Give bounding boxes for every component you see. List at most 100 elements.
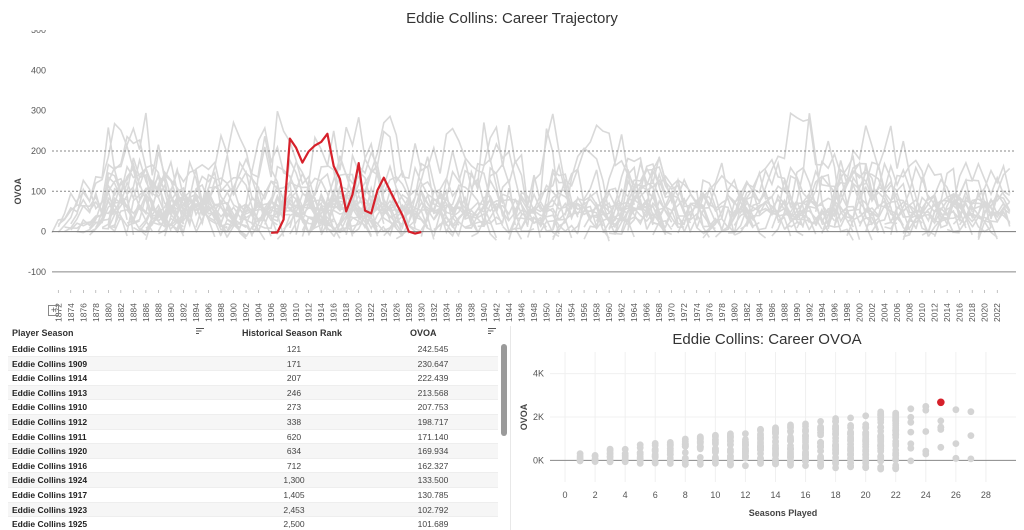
background-trajectory-line xyxy=(946,160,992,229)
expand-axis-icon[interactable]: + xyxy=(48,305,59,316)
player-dot xyxy=(651,451,659,458)
x-tick-label: 1876 xyxy=(78,303,88,322)
x-tick-label: 1922 xyxy=(366,303,376,322)
table-row[interactable]: Eddie Collins 1923 2,453 102.792 xyxy=(8,502,498,518)
player-dot xyxy=(787,454,794,462)
player-dot xyxy=(681,449,689,456)
cell-player-season: Eddie Collins 1915 xyxy=(12,344,88,354)
table-row[interactable]: Eddie Collins 1916 712 162.327 xyxy=(8,459,498,474)
x-tick-label: 1902 xyxy=(241,303,251,322)
x-tick-label: 1878 xyxy=(91,303,101,322)
player-dot xyxy=(862,446,870,453)
table-row[interactable]: Eddie Collins 1914 207 222.439 xyxy=(8,371,498,386)
background-trajectory-line xyxy=(608,156,654,220)
x-tick-label: 1972 xyxy=(679,303,689,322)
x-tick-label: 1894 xyxy=(191,303,201,322)
player-dot xyxy=(907,440,915,448)
table-row[interactable]: Eddie Collins 1924 1,300 133.500 xyxy=(8,473,498,488)
background-trajectory-line xyxy=(539,128,560,207)
background-trajectory-line xyxy=(721,169,804,231)
table-scrollbar[interactable] xyxy=(501,344,507,436)
cell-historical-rank: 2,453 xyxy=(283,504,305,515)
player-dot xyxy=(967,432,975,439)
player-dot xyxy=(862,424,870,432)
cell-player-season: Eddie Collins 1910 xyxy=(12,402,88,413)
sort-icon[interactable] xyxy=(196,327,204,335)
player-dot xyxy=(892,451,900,459)
header-historical-rank[interactable]: Historical Season Rank xyxy=(242,328,343,338)
cell-historical-rank: 1,300 xyxy=(283,475,305,486)
cell-player-season: Eddie Collins 1923 xyxy=(12,504,88,515)
player-dot xyxy=(666,454,674,462)
table-row[interactable]: Eddie Collins 1925 2,500 101.689 xyxy=(8,517,498,530)
x-tick-label: 2022 xyxy=(992,303,1002,322)
background-trajectory-line xyxy=(107,193,135,236)
cell-historical-rank: 620 xyxy=(286,431,302,442)
x-tick-label: 2014 xyxy=(942,303,952,322)
header-ovoa[interactable]: OVOA xyxy=(410,328,437,338)
player-dot xyxy=(772,458,779,465)
player-dot xyxy=(832,415,839,422)
table-row[interactable]: Eddie Collins 1913 246 213.568 xyxy=(8,385,498,401)
player-dot xyxy=(832,444,839,452)
player-dot xyxy=(712,455,719,463)
table-row[interactable]: Eddie Collins 1920 634 169.934 xyxy=(8,444,498,459)
background-trajectory-line xyxy=(902,198,1011,241)
player-dot xyxy=(712,447,719,455)
background-trajectory-line xyxy=(64,201,147,236)
cell-ovoa: 133.500 xyxy=(417,475,449,486)
player-dot xyxy=(817,423,824,431)
x-tick-label: 1928 xyxy=(404,303,414,322)
background-trajectory-line xyxy=(539,168,579,227)
x-tick-label: 1998 xyxy=(842,303,852,322)
table-row[interactable]: Eddie Collins 1917 1,405 130.785 xyxy=(8,488,498,503)
table-row[interactable]: Eddie Collins 1911 620 171.140 xyxy=(8,430,498,445)
background-trajectory-line xyxy=(814,173,836,214)
player-dot xyxy=(922,403,930,410)
cell-historical-rank: 712 xyxy=(286,460,302,471)
player-dot xyxy=(742,430,749,438)
x-tick-label: 1940 xyxy=(479,303,489,322)
x-tick-label: 1884 xyxy=(128,303,138,322)
x-tick-label: 1980 xyxy=(729,303,739,322)
y-tick-label: 4K xyxy=(533,369,544,379)
x-tick-label: 1906 xyxy=(266,303,276,322)
cell-ovoa: 207.753 xyxy=(417,402,449,413)
y-tick-label: 0 xyxy=(41,227,46,237)
header-player-season[interactable]: Player Season xyxy=(12,328,74,338)
cell-historical-rank: 246 xyxy=(286,387,302,398)
player-dot xyxy=(952,440,960,447)
table-row[interactable]: Eddie Collins 1909 171 230.647 xyxy=(8,356,498,372)
x-tick-label: 2002 xyxy=(867,303,877,322)
x-tick-label: 24 xyxy=(921,490,931,500)
x-tick-label: 1948 xyxy=(529,303,539,322)
x-tick-label: 18 xyxy=(831,490,841,500)
player-dot xyxy=(847,451,854,459)
x-axis-label: Seasons Played xyxy=(749,508,818,518)
player-dot xyxy=(757,425,764,433)
cell-player-season: Eddie Collins 1913 xyxy=(12,387,88,398)
player-dot xyxy=(772,448,779,456)
table-row[interactable]: Eddie Collins 1915 121 242.545 xyxy=(8,342,498,357)
background-trajectory-line xyxy=(433,201,523,240)
player-dot xyxy=(727,431,734,439)
table-row[interactable]: Eddie Collins 1912 338 198.717 xyxy=(8,414,498,430)
player-dot xyxy=(787,428,794,436)
y-tick-label: 0K xyxy=(533,455,544,465)
player-dot xyxy=(742,439,749,446)
cell-ovoa: 101.689 xyxy=(417,519,449,530)
player-dot xyxy=(892,427,900,434)
x-tick-label: 1956 xyxy=(579,303,589,322)
y-axis-label: OVOA xyxy=(519,403,529,430)
background-trajectory-line xyxy=(627,194,648,231)
x-tick-label: 1968 xyxy=(654,303,664,322)
x-tick-label: 2004 xyxy=(880,303,890,322)
x-tick-label: 1964 xyxy=(629,303,639,322)
y-tick-label: 300 xyxy=(31,106,46,116)
x-tick-label: 1986 xyxy=(767,303,777,322)
background-trajectory-line xyxy=(821,164,930,234)
table-row[interactable]: Eddie Collins 1910 273 207.753 xyxy=(8,400,498,415)
sort-icon[interactable] xyxy=(488,327,496,335)
player-dot xyxy=(727,452,734,460)
